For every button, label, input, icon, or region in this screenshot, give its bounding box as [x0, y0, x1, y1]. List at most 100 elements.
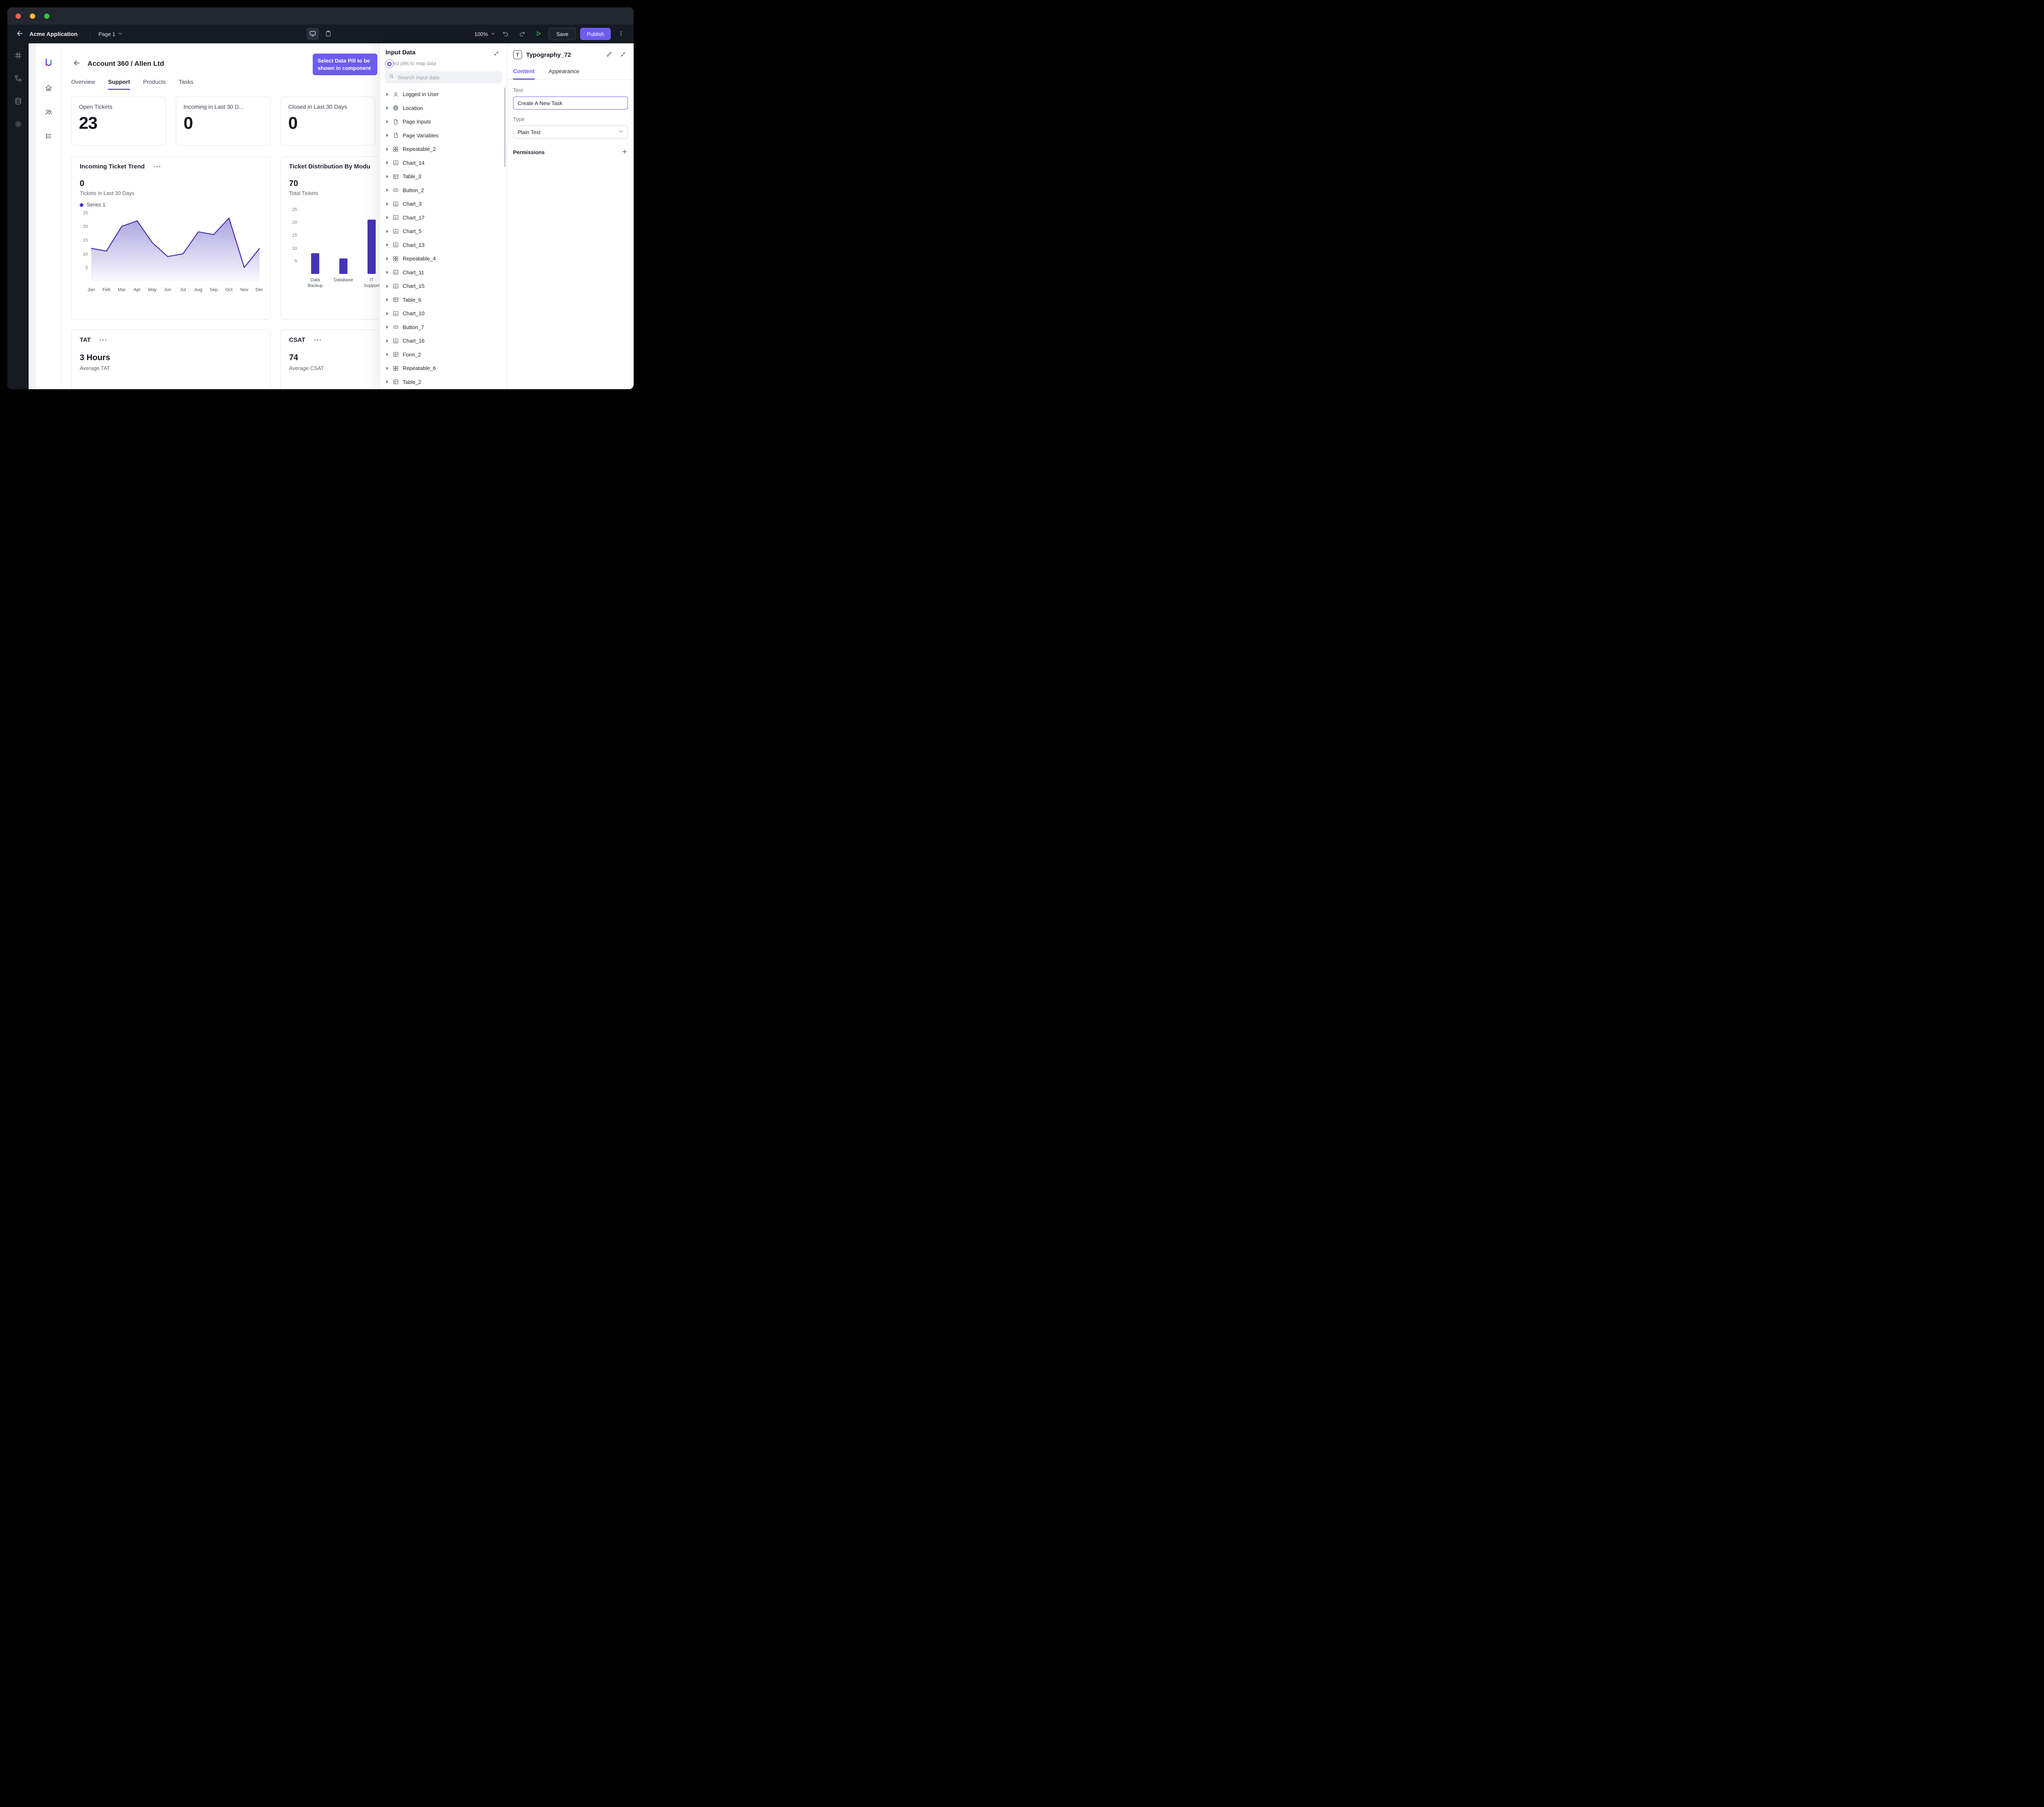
- app-tab-products[interactable]: Products: [143, 78, 166, 85]
- caret-right-icon[interactable]: [386, 312, 388, 315]
- collapse-panel-button[interactable]: [491, 49, 501, 59]
- frame-tool-button[interactable]: [12, 50, 24, 62]
- redo-button[interactable]: [516, 28, 528, 40]
- caret-right-icon[interactable]: [386, 257, 388, 260]
- tree-item-chart-15[interactable]: Chart_15: [380, 279, 507, 293]
- rename-component-button[interactable]: [604, 50, 614, 60]
- desktop-view-button[interactable]: [307, 28, 319, 40]
- tree-item-chart-13[interactable]: Chart_13: [380, 238, 507, 252]
- type-select[interactable]: Plain Text: [513, 126, 628, 139]
- kpi-label: Open Tickets: [79, 103, 112, 110]
- caret-right-icon[interactable]: [386, 353, 388, 356]
- nav-home-button[interactable]: [45, 84, 53, 93]
- tree-item-table-2[interactable]: Table_2: [380, 375, 507, 389]
- undo-button[interactable]: [500, 28, 512, 40]
- clipboard-button[interactable]: [322, 28, 334, 40]
- tree-item-repeatable-4[interactable]: Repeatable_4: [380, 252, 507, 266]
- plus-icon: [621, 148, 628, 156]
- caret-right-icon[interactable]: [386, 202, 388, 206]
- publish-button[interactable]: Publish: [580, 28, 611, 40]
- kpi-card: Incoming in Last 30 D... 0: [176, 96, 271, 146]
- chart-kpi-value: 0: [80, 179, 85, 188]
- nav-users-button[interactable]: [45, 108, 53, 117]
- card-menu-button[interactable]: [152, 164, 162, 169]
- component-tree-button[interactable]: [12, 73, 24, 85]
- tree-item-button-7[interactable]: Button_7: [380, 321, 507, 334]
- caret-right-icon[interactable]: [386, 284, 388, 288]
- zoom-selector[interactable]: 100%: [474, 31, 495, 37]
- arrow-left-icon: [73, 59, 81, 68]
- data-pill-target-icon[interactable]: [385, 60, 393, 68]
- add-permission-button[interactable]: [621, 148, 628, 156]
- tree-item-page-variables[interactable]: Page Variables: [380, 129, 507, 143]
- save-button[interactable]: Save: [548, 28, 576, 40]
- caret-right-icon[interactable]: [386, 229, 388, 233]
- zoom-window-button[interactable]: [44, 13, 49, 19]
- tree-item-button-2[interactable]: Button_2: [380, 184, 507, 197]
- preview-run-button[interactable]: [532, 28, 545, 40]
- repeatable-icon: [392, 365, 399, 372]
- tree-item-chart-3[interactable]: Chart_3: [380, 197, 507, 211]
- svg-text:May: May: [148, 287, 157, 292]
- page-selector[interactable]: Page 1: [99, 31, 123, 37]
- chart-kpi-label: Tickets in Last 30 Days: [80, 190, 134, 196]
- caret-right-icon[interactable]: [386, 216, 388, 220]
- close-window-button[interactable]: [16, 13, 21, 19]
- caret-right-icon[interactable]: [386, 175, 388, 178]
- clipboard-icon: [325, 30, 332, 38]
- more-options-button[interactable]: [615, 28, 627, 40]
- card-menu-button[interactable]: [98, 338, 108, 343]
- tree-item-chart-14[interactable]: Chart_14: [380, 156, 507, 170]
- minimize-window-button[interactable]: [30, 13, 35, 19]
- flow-tree-icon: [14, 74, 22, 83]
- tree-item-chart-11[interactable]: Chart_11: [380, 266, 507, 280]
- tree-item-chart-5[interactable]: Chart_5: [380, 224, 507, 238]
- app-name: Acme Application: [29, 31, 78, 37]
- tab-content[interactable]: Content: [513, 65, 535, 80]
- tree-item-location[interactable]: Location: [380, 101, 507, 115]
- caret-right-icon[interactable]: [386, 243, 388, 247]
- text-content-input[interactable]: [513, 96, 628, 110]
- tree-item-label: Table_2: [403, 379, 421, 385]
- data-sources-button[interactable]: [12, 96, 24, 108]
- tree-item-chart-17[interactable]: Chart_17: [380, 211, 507, 225]
- caret-right-icon[interactable]: [386, 366, 388, 370]
- caret-right-icon[interactable]: [386, 106, 388, 110]
- tree-item-table-6[interactable]: Table_6: [380, 293, 507, 307]
- caret-right-icon[interactable]: [386, 92, 388, 96]
- caret-right-icon[interactable]: [386, 298, 388, 302]
- scrollbar-thumb[interactable]: [504, 87, 506, 167]
- caret-right-icon[interactable]: [386, 120, 388, 123]
- caret-right-icon[interactable]: [386, 339, 388, 343]
- card-menu-button[interactable]: [313, 338, 323, 343]
- tab-appearance[interactable]: Appearance: [548, 68, 580, 74]
- page-back-button[interactable]: [73, 59, 81, 68]
- caret-right-icon[interactable]: [386, 161, 388, 165]
- redo-icon: [518, 30, 526, 38]
- tree-item-repeatable-2[interactable]: Repeatable_2: [380, 142, 507, 156]
- caret-right-icon[interactable]: [386, 380, 388, 384]
- caret-right-icon[interactable]: [386, 325, 388, 329]
- app-tab-overview[interactable]: Overview: [71, 78, 95, 85]
- caret-right-icon[interactable]: [386, 147, 388, 151]
- tree-item-chart-16[interactable]: Chart_16: [380, 334, 507, 348]
- card-title: Incoming Ticket Trend: [80, 163, 145, 170]
- tree-item-form-2[interactable]: Form_2: [380, 348, 507, 362]
- tree-item-table-3[interactable]: Table_3: [380, 170, 507, 184]
- collapse-panel-button[interactable]: [618, 50, 628, 60]
- chart-legend: Series 1: [80, 202, 262, 208]
- tree-item-chart-10[interactable]: Chart_10: [380, 307, 507, 321]
- tree-item-repeatable-6[interactable]: Repeatable_6: [380, 361, 507, 375]
- search-input[interactable]: [398, 74, 498, 81]
- tree-item-logged-in-user[interactable]: Logged in User: [380, 87, 507, 101]
- nav-tasks-button[interactable]: [45, 132, 53, 141]
- app-tab-tasks[interactable]: Tasks: [179, 78, 194, 85]
- settings-button[interactable]: [12, 119, 24, 131]
- legend-label: Series 1: [87, 202, 105, 208]
- tree-item-page-inputs[interactable]: Page Inputs: [380, 115, 507, 129]
- caret-right-icon[interactable]: [386, 188, 388, 192]
- caret-right-icon[interactable]: [386, 134, 388, 137]
- caret-right-icon[interactable]: [386, 271, 388, 274]
- app-tab-support[interactable]: Support: [108, 78, 130, 90]
- back-button[interactable]: [14, 28, 26, 40]
